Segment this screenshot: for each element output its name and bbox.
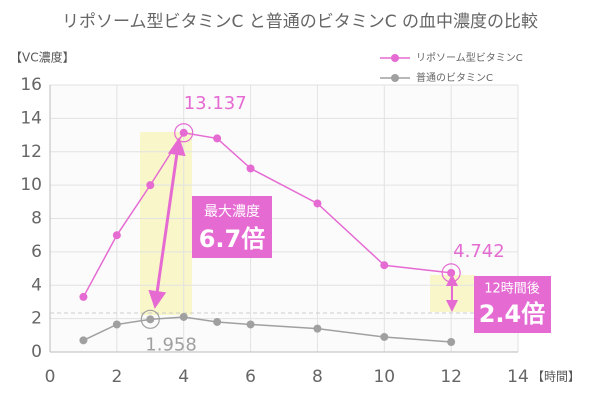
x-tick-label: 6	[245, 367, 256, 387]
legend-label: リポソーム型ビタミンC	[416, 51, 523, 64]
data-point	[146, 315, 155, 324]
x-tick-label: 8	[312, 367, 323, 387]
y-tick-label: 8	[31, 209, 42, 229]
data-point	[246, 320, 255, 329]
y-tick-label: 2	[31, 309, 42, 329]
legend-marker	[391, 74, 399, 82]
data-label: 4.742	[453, 241, 505, 262]
data-point	[79, 336, 88, 345]
y-tick-label: 10	[20, 175, 42, 195]
callout-box	[192, 196, 272, 258]
callout-title: 12時間後	[484, 282, 540, 297]
data-point	[112, 231, 121, 240]
data-point	[447, 268, 456, 277]
chart-title: リポソーム型ビタミンC と普通のビタミンC の血中濃度の比較	[62, 12, 538, 32]
highlight-ring	[140, 309, 160, 329]
y-tick-label: 14	[20, 108, 42, 128]
y-tick-label: 0	[31, 342, 42, 362]
x-tick-label: 4	[178, 367, 189, 387]
legend-marker	[391, 54, 399, 62]
data-point	[146, 181, 155, 190]
data-point	[380, 261, 389, 270]
y-axis-label: 【VC濃度】	[10, 50, 75, 65]
data-label: 1.958	[145, 334, 197, 355]
data-point	[246, 164, 255, 173]
x-tick-label: 12	[440, 367, 462, 387]
data-point	[447, 337, 456, 346]
data-point	[213, 317, 222, 326]
data-point	[213, 134, 222, 143]
data-point	[79, 292, 88, 301]
arrow	[148, 137, 186, 309]
callout-ratio: 2.4倍	[479, 300, 546, 328]
y-tick-label: 4	[31, 275, 42, 295]
data-point	[179, 128, 188, 137]
y-tick-label: 6	[31, 242, 42, 262]
data-point	[313, 324, 322, 333]
data-point	[313, 199, 322, 208]
x-tick-label: 14	[507, 367, 529, 387]
legend-label: 普通のビタミンC	[416, 71, 493, 84]
data-label: 13.137	[184, 93, 247, 114]
callout-title: 最大濃度	[204, 204, 260, 220]
y-tick-label: 16	[20, 75, 42, 95]
data-point	[179, 312, 188, 321]
callout-ratio: 6.7倍	[199, 225, 266, 253]
x-tick-label: 2	[111, 367, 122, 387]
x-tick-label: 10	[373, 367, 395, 387]
data-point	[380, 332, 389, 341]
x-axis-label: 【時間】	[532, 370, 580, 384]
x-tick-label: 0	[45, 367, 56, 387]
callout-box	[474, 276, 551, 333]
y-tick-label: 12	[20, 142, 42, 162]
data-point	[112, 320, 121, 329]
